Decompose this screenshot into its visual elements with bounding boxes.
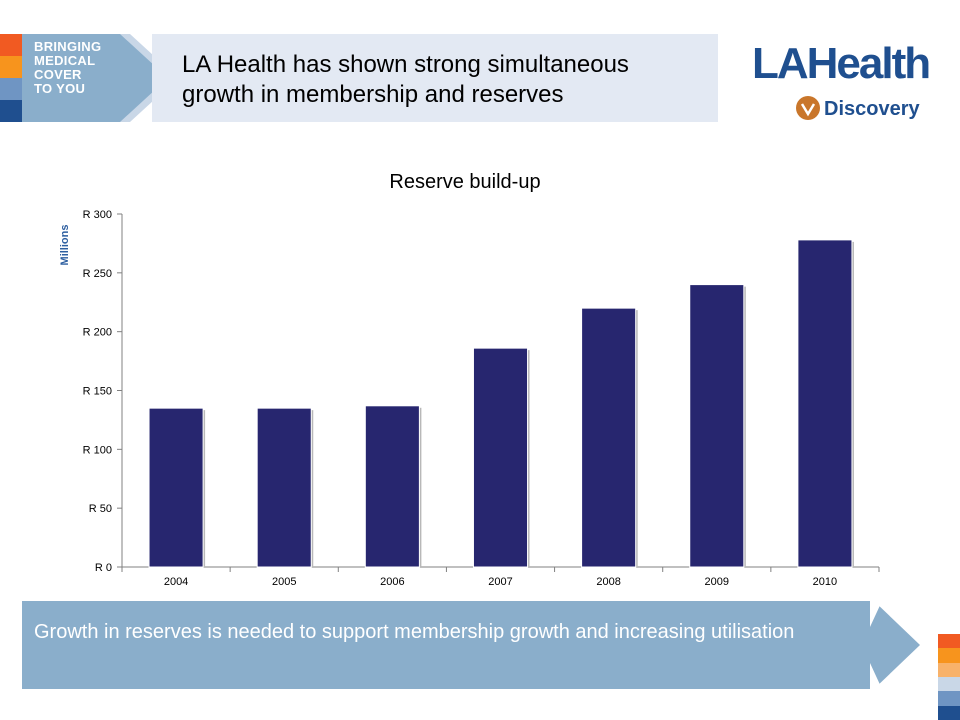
y-tick-label: R 100: [83, 444, 112, 456]
y-tick-label: R 0: [95, 562, 112, 574]
message-banner: [22, 601, 920, 689]
bar-2004: [148, 407, 204, 568]
x-tick-label: 2009: [705, 576, 729, 588]
bar-2007: [472, 347, 529, 568]
y-ticks: R 0 R 50 R 100 R 150 R 200 R 250 R 300: [83, 209, 122, 574]
x-tick-label: 2008: [596, 576, 620, 588]
x-tick-label: 2007: [488, 576, 512, 588]
y-tick-label: R 150: [83, 386, 112, 398]
tagline: BRINGING MEDICAL COVER TO YOU: [34, 40, 101, 96]
title-box: [152, 34, 718, 122]
corner-stripes: [938, 634, 960, 720]
bars: [148, 239, 854, 568]
y-tick-label: R 250: [83, 268, 112, 280]
bar-2010: [797, 239, 853, 568]
bar-2008: [581, 307, 637, 568]
x-ticks: 2004 2005 2006 2007 2008 2009 2010: [121, 567, 880, 588]
message-text: Growth in reserves is needed to support …: [34, 621, 795, 643]
tagline-line: COVER: [34, 67, 82, 82]
logo-discovery: Discovery: [824, 98, 920, 120]
logo-brand: LAHealth: [752, 39, 929, 88]
x-tick-label: 2010: [813, 576, 837, 588]
bar-2005: [256, 407, 312, 568]
discovery-icon: [796, 96, 820, 120]
y-axis-label: Millions: [59, 225, 71, 266]
y-tick-label: R 50: [89, 503, 112, 515]
tagline-banner: [22, 34, 170, 122]
page-title: LA Health has shown strong simultaneous …: [182, 51, 629, 108]
y-tick-label: R 300: [83, 209, 112, 221]
x-tick-label: 2006: [380, 576, 404, 588]
bar-2009: [689, 284, 745, 568]
tagline-line: BRINGING: [34, 39, 102, 54]
tagline-line: TO YOU: [34, 81, 86, 96]
la-health-logo: LAHealth Discovery: [752, 39, 930, 120]
reserve-bar-chart: Millions R 0 R 50 R 100 R 150 R 200 R 250 R 30…: [59, 209, 880, 588]
x-tick-label: 2004: [164, 576, 188, 588]
brand-stripes: [0, 34, 22, 122]
tagline-line: MEDICAL: [34, 53, 96, 68]
bar-2006: [364, 405, 420, 568]
y-tick-label: R 200: [83, 327, 112, 339]
chart-title: Reserve build-up: [389, 171, 541, 193]
x-tick-label: 2005: [272, 576, 296, 588]
